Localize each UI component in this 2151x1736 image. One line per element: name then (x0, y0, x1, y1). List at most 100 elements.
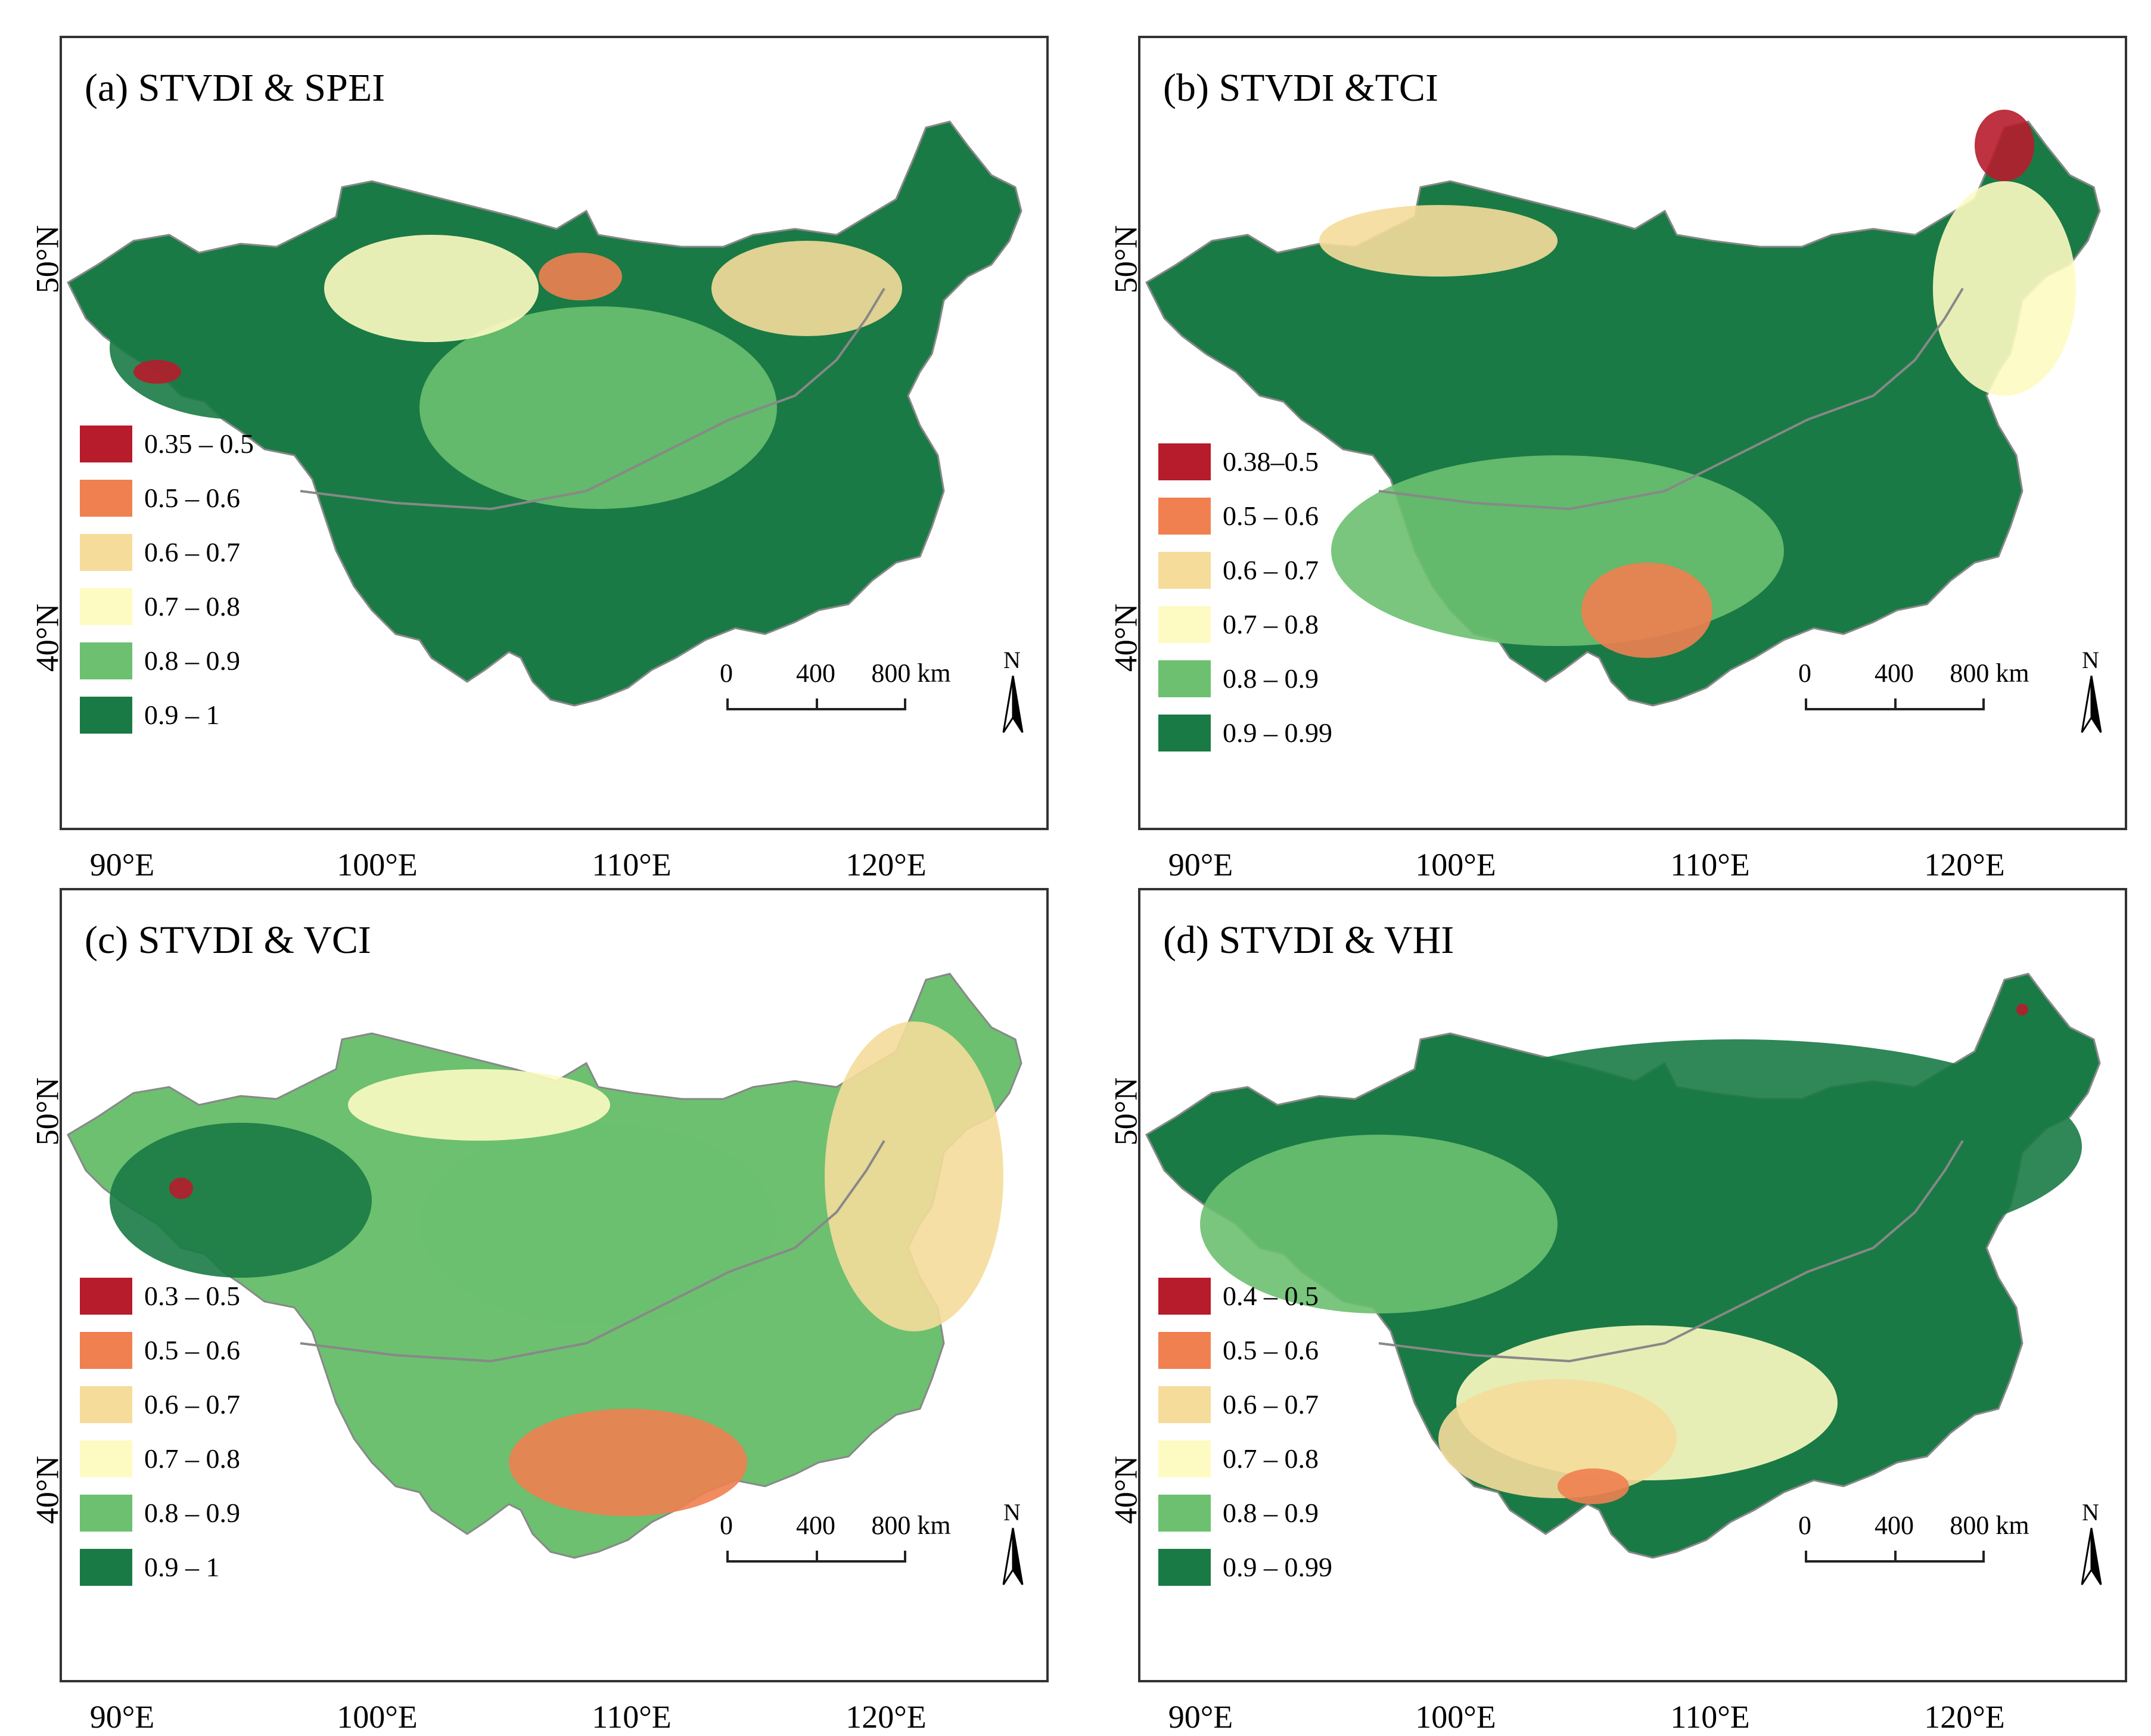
patch (825, 1021, 1003, 1331)
scale-tick (1805, 698, 1807, 710)
map-region (67, 973, 1022, 1559)
legend-item: 0.35 – 0.5 (80, 426, 330, 480)
scale-tick (1982, 1551, 1985, 1563)
legend-item: 0.6 – 0.7 (1158, 552, 1409, 606)
legend-item: 0.5 – 0.6 (80, 480, 330, 534)
legend-label: 0.8 – 0.9 (1223, 1498, 1319, 1528)
legend-label: 0.6 – 0.7 (144, 1389, 240, 1420)
patch (1975, 110, 2034, 181)
legend-swatch (1158, 1495, 1211, 1532)
legend-label: 0.9 – 1 (144, 1552, 220, 1582)
patch (110, 277, 372, 420)
patch (1391, 1039, 2082, 1254)
patch (1581, 563, 1712, 658)
scale-tick (726, 698, 729, 710)
patch (539, 253, 622, 300)
patch (419, 1123, 777, 1325)
north-arrow-icon (1002, 1527, 1024, 1585)
legend-item: 0.9 – 0.99 (1158, 1549, 1409, 1603)
legend-label: 0.7 – 0.8 (1223, 1443, 1319, 1474)
scale-bar: 0 400 800 km (1798, 658, 2029, 741)
legend-label: 0.9 – 0.99 (1223, 1552, 1332, 1582)
longitude-label: 100°E (1415, 847, 1496, 883)
legend-swatch (1158, 715, 1211, 751)
legend-label: 0.35 – 0.5 (144, 428, 254, 459)
latitude-label: 40°N (1108, 1455, 1144, 1524)
patch (133, 360, 181, 384)
legend-item: 0.6 – 0.7 (80, 534, 330, 588)
legend-swatch (1158, 660, 1211, 697)
patch (419, 306, 777, 509)
legend-item: 0.3 – 0.5 (80, 1278, 330, 1332)
national-boundary (1378, 287, 1964, 511)
legend: 0.4 – 0.5 0.5 – 0.6 0.6 – 0.7 0.7 – 0.8 … (1158, 1278, 1409, 1603)
latitude-label: 50°N (1108, 225, 1144, 294)
classification-patches (110, 1021, 1003, 1516)
longitude-label: 100°E (1415, 1699, 1496, 1735)
scale-label: 400 (1875, 1511, 1914, 1540)
latitude-label: 40°N (29, 1455, 66, 1524)
scale-tick (1894, 698, 1897, 710)
classification-patches (1200, 1004, 2082, 1504)
longitude-label: 110°E (592, 1699, 672, 1735)
patch (110, 1123, 372, 1278)
longitude-label: 110°E (1670, 847, 1750, 883)
longitude-label: 90°E (1168, 847, 1233, 883)
legend-item: 0.5 – 0.6 (1158, 498, 1409, 552)
legend-swatch (80, 588, 132, 625)
panel-a: (a) STVDI & SPEI 0.35 – 0.5 0.5 – 0.6 0.… (29, 36, 1049, 883)
legend-label: 0.6 – 0.7 (1223, 555, 1319, 585)
legend-item: 0.9 – 0.99 (1158, 715, 1409, 769)
legend-swatch (80, 480, 132, 517)
latitude-label: 50°N (29, 1077, 66, 1146)
north-label: N (1003, 647, 1021, 673)
legend-label: 0.6 – 0.7 (144, 537, 240, 567)
longitude-label: 120°E (1924, 847, 2005, 883)
panel-title: (c) STVDI & VCI (85, 918, 371, 962)
patch (348, 1069, 610, 1141)
legend: 0.38–0.5 0.5 – 0.6 0.6 – 0.7 0.7 – 0.8 0… (1158, 443, 1409, 769)
patch (1319, 205, 1558, 277)
legend-item: 0.7 – 0.8 (1158, 606, 1409, 660)
longitude-label: 120°E (846, 1699, 927, 1735)
patch (1200, 1135, 1558, 1313)
longitude-label: 90°E (89, 847, 155, 883)
legend-label: 0.7 – 0.8 (144, 1443, 240, 1474)
legend-label: 0.38–0.5 (1223, 446, 1319, 477)
north-arrow: N (999, 646, 1034, 735)
national-boundary (300, 1139, 885, 1363)
scale-label: 0 (1798, 1511, 1811, 1540)
national-boundary (1378, 1139, 1964, 1363)
legend-swatch (80, 1332, 132, 1369)
north-arrow-icon (2081, 675, 2102, 733)
legend-swatch (80, 1440, 132, 1477)
patch (2016, 1004, 2028, 1015)
legend-swatch (1158, 1549, 1211, 1586)
north-label: N (2082, 1499, 2099, 1526)
map-frame: (c) STVDI & VCI 0.3 – 0.5 0.5 – 0.6 0.6 … (60, 888, 1049, 1682)
legend-label: 0.9 – 0.99 (1223, 718, 1332, 748)
patch (509, 1409, 747, 1516)
scale-tick (816, 698, 818, 710)
scale-label: 800 km (1950, 1511, 2029, 1540)
legend-swatch (1158, 1278, 1211, 1315)
legend-label: 0.9 – 1 (144, 700, 220, 730)
legend-item: 0.38–0.5 (1158, 443, 1409, 498)
patch (1438, 1379, 1677, 1498)
legend: 0.35 – 0.5 0.5 – 0.6 0.6 – 0.7 0.7 – 0.8… (80, 426, 330, 751)
latitude-label: 50°N (1108, 1077, 1144, 1146)
legend-swatch (1158, 1440, 1211, 1477)
legend-swatch (80, 426, 132, 462)
patch (711, 241, 902, 336)
north-arrow-icon (2081, 1527, 2102, 1585)
legend-swatch (80, 1278, 132, 1315)
legend-swatch (80, 1549, 132, 1586)
legend-label: 0.6 – 0.7 (1223, 1389, 1319, 1420)
north-arrow-icon (1002, 675, 1024, 733)
legend-item: 0.9 – 1 (80, 1549, 330, 1603)
patch (1558, 1468, 1629, 1504)
scale-tick (1805, 1551, 1807, 1563)
scale-label: 0 (1798, 659, 1811, 688)
latitude-label: 40°N (29, 603, 66, 672)
north-label: N (2082, 647, 2099, 673)
